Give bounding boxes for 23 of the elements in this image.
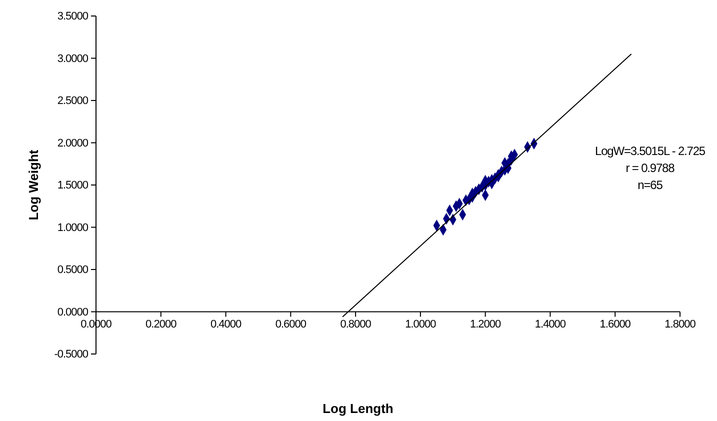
y-tick-label: -0.5000 (54, 348, 88, 361)
x-tick-label: 1.0000 (405, 318, 436, 331)
x-tick-label: 0.8000 (340, 318, 372, 331)
x-tick-label: 1.2000 (470, 318, 502, 331)
x-tick-label: 0.4000 (210, 318, 242, 331)
x-tick-label: 1.8000 (664, 318, 696, 331)
y-tick-label: 2.5000 (57, 95, 88, 108)
y-tick-label: 3.0000 (57, 52, 88, 65)
x-axis-title: Log Length (322, 401, 394, 416)
annotation: r = 0.9788 (626, 161, 676, 175)
y-tick-label: 0.0000 (57, 306, 88, 318)
y-tick-label: 3.5000 (57, 10, 88, 23)
x-tick-label: 0.6000 (275, 318, 306, 331)
y-tick-label: 2.0000 (57, 137, 88, 150)
y-tick-label: 1.0000 (57, 222, 88, 234)
annotation: n=65 (638, 178, 664, 192)
x-tick-label: 1.6000 (600, 318, 631, 331)
y-tick-label: 0.5000 (57, 264, 88, 276)
x-tick-label: 1.4000 (534, 318, 566, 331)
y-tick-label: 1.5000 (57, 180, 88, 192)
y-axis-title: Log Weight (26, 149, 41, 220)
annotation: LogW=3.5015L - 2.725 (595, 144, 706, 158)
x-tick-label: 0.2000 (146, 318, 177, 331)
